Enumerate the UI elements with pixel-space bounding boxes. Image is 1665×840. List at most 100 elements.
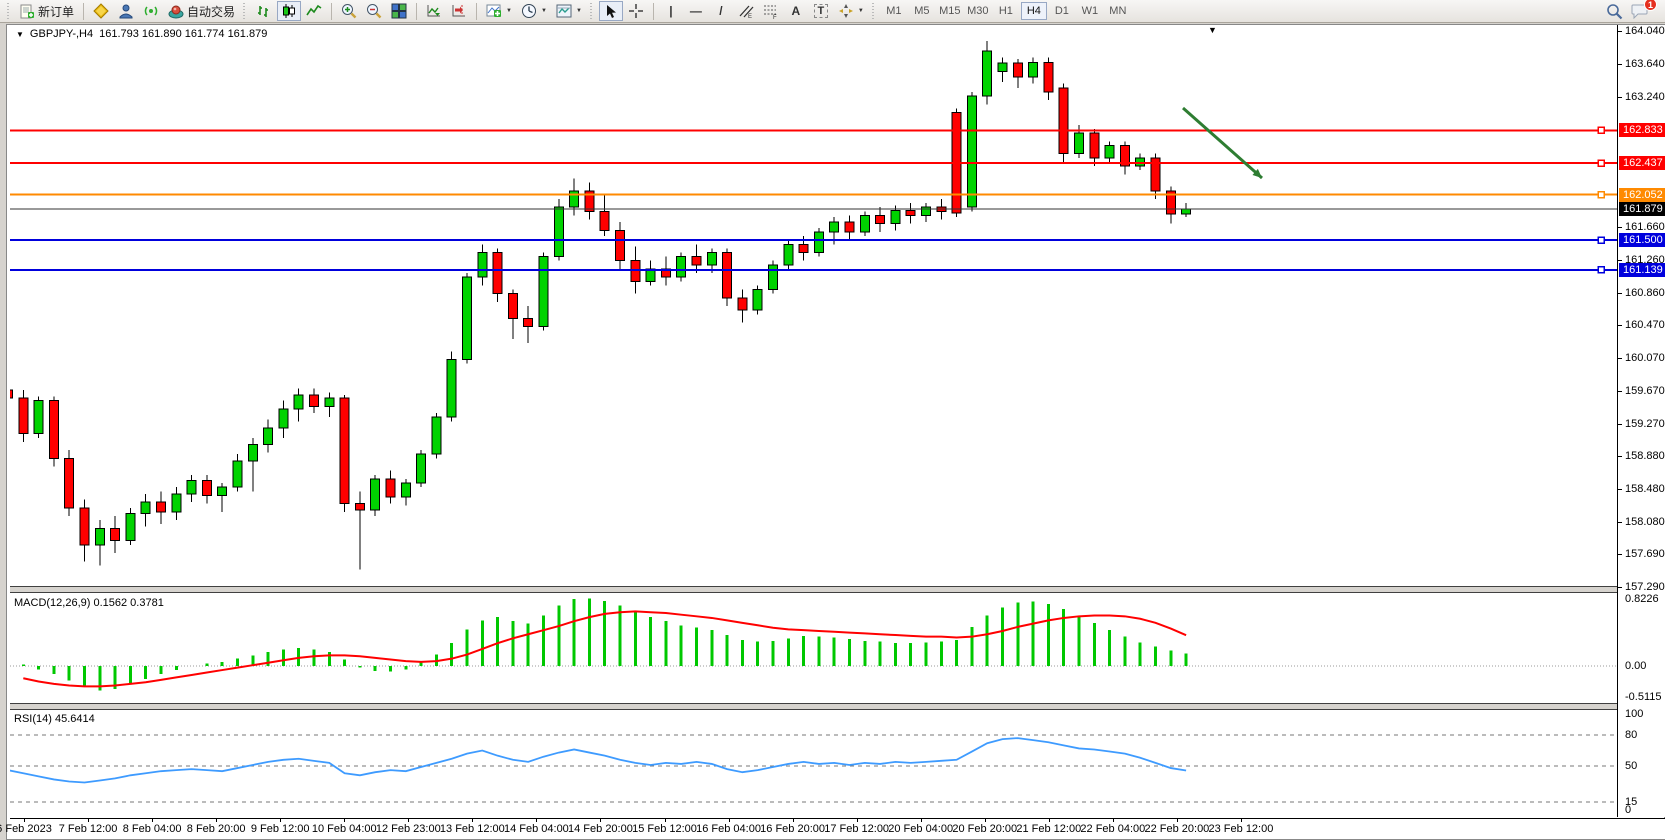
chart-dropdown-icon[interactable]: ▼ [16,29,24,39]
candle [921,206,931,216]
tick-mark [472,819,474,822]
tick-mark [280,819,282,822]
candle [553,206,564,258]
text-label-icon: T [813,4,829,18]
fibonacci-button[interactable]: F [759,1,783,21]
price-axis-tick: 158.480 [1625,482,1665,495]
date-axis-label: 22 Feb 20:00 [1144,823,1210,835]
candle [462,276,472,361]
panel-splitter[interactable] [10,703,1665,710]
search-button[interactable] [1602,1,1627,21]
candle [64,457,75,509]
autotrading-button[interactable]: 自动交易 [164,1,239,21]
date-axis-label: 20 Feb 20:00 [952,823,1018,835]
new-order-button[interactable]: 新订单 [16,1,78,21]
periods-button[interactable]: ▼ [517,1,551,21]
date-axis-label: 16 Feb 04:00 [696,823,761,835]
timeframe-button-m1[interactable]: M1 [881,2,907,20]
panel-splitter[interactable] [10,586,1665,593]
candle [844,221,855,233]
candle [599,210,610,231]
line-chart-button[interactable] [302,1,326,21]
trendline-button[interactable]: / [709,1,733,21]
line-chart-icon [306,4,322,16]
price-axis-tick: 160.860 [1625,286,1665,299]
macd-axis-tick: 0.00 [1625,660,1647,672]
cursor-button[interactable] [598,1,623,21]
date-axis-label: 16 Feb 20:00 [760,823,826,835]
tick-mark [920,819,922,822]
candlestick-chart-button[interactable] [277,1,302,21]
candle [1089,132,1100,159]
toolbar-drag-handle[interactable] [589,3,595,19]
macd-panel-canvas[interactable] [10,593,1617,703]
notifications-button[interactable]: 1 [1627,0,1657,21]
chevron-down-icon: ▼ [506,8,512,14]
text-button[interactable]: A [784,1,808,21]
market-watch-button[interactable] [89,1,113,21]
auto-scroll-button[interactable] [422,1,446,21]
level-line-handle[interactable] [1597,190,1605,199]
candle [905,210,916,216]
zoom-in-button[interactable] [337,1,361,21]
tick-mark [536,819,538,822]
toolbar-drag-handle[interactable] [871,3,877,19]
timeframe-button-m30[interactable]: M30 [965,2,991,20]
rsi-panel-canvas[interactable] [10,710,1617,817]
trendline-icon: / [719,4,723,18]
price-axis[interactable]: 164.040 163.640 163.240 161.660 161.260 160.8… [1617,25,1665,817]
candle [370,478,381,511]
cursor-icon [606,4,616,18]
signal-button[interactable] [139,1,163,21]
tile-windows-button[interactable] [387,1,411,21]
price-level-badge: 161.139 [1619,262,1665,277]
zoom-out-button[interactable] [362,1,386,21]
horizontal-line-button[interactable]: — [684,1,708,21]
toolbar-drag-handle[interactable] [7,3,12,19]
timeframe-button-mn[interactable]: MN [1105,2,1131,20]
toolbar-drag-handle[interactable] [243,3,249,19]
rsi-indicator-label: RSI(14) 45.6414 [14,713,95,725]
vertical-line-button[interactable]: | [659,1,683,21]
chevron-down-icon: ▼ [575,8,582,14]
templates-button[interactable]: ▼ [552,1,586,21]
timeframe-button-h1[interactable]: H1 [993,2,1019,20]
separator [416,2,418,20]
level-line-handle[interactable] [1597,236,1605,244]
timeframe-button-h4[interactable]: H4 [1020,2,1047,20]
date-axis-label: 23 Feb 12:00 [1208,823,1274,835]
candle [79,507,90,546]
candle [33,400,44,435]
zoom-out-icon [367,4,382,19]
trend-arrow-annotation[interactable] [1182,106,1263,180]
channel-button[interactable]: E [734,1,758,21]
tick-mark [344,819,346,822]
timeframe-button-d1[interactable]: D1 [1049,2,1075,20]
date-axis-label: 7 Feb 12:00 [58,823,118,835]
tick-mark [1176,819,1178,822]
timeframe-button-m15[interactable]: M15 [937,2,963,20]
time-axis[interactable]: 6 Feb 2023 7 Feb 12:00 8 Feb 04:00 8 Feb 20… [0,818,1665,839]
chart-ohlc-values: 161.793 161.890 161.774 161.879 [99,28,268,40]
text-label-button[interactable]: T [809,1,833,21]
chart-shift-button[interactable] [447,1,471,21]
vertical-line-icon: | [669,4,673,18]
scroll-to-end-marker[interactable]: ▼ [1208,25,1217,35]
indicators-button[interactable]: ▼ [482,1,516,21]
candle [156,501,166,513]
price-chart-canvas[interactable] [10,25,1617,586]
crosshair-button[interactable] [624,1,648,21]
level-line-handle[interactable] [1597,126,1605,135]
rsi-axis-tick: 15 [1625,796,1638,809]
timeframe-button-w1[interactable]: W1 [1077,2,1103,20]
timeframe-button-m5[interactable]: M5 [909,2,935,20]
data-window-button[interactable] [114,1,138,21]
level-line-handle[interactable] [1597,266,1605,274]
arrows-tool-button[interactable]: ▼ [834,1,868,21]
candle [813,231,824,254]
candle [385,478,396,498]
tick-mark [600,819,602,822]
level-line-handle[interactable] [1597,159,1605,167]
bar-chart-button[interactable] [252,1,276,21]
chevron-down-icon: ▼ [857,8,864,14]
